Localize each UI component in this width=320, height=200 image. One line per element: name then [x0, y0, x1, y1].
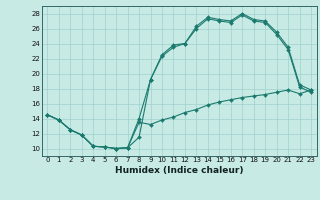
X-axis label: Humidex (Indice chaleur): Humidex (Indice chaleur) — [115, 166, 244, 175]
